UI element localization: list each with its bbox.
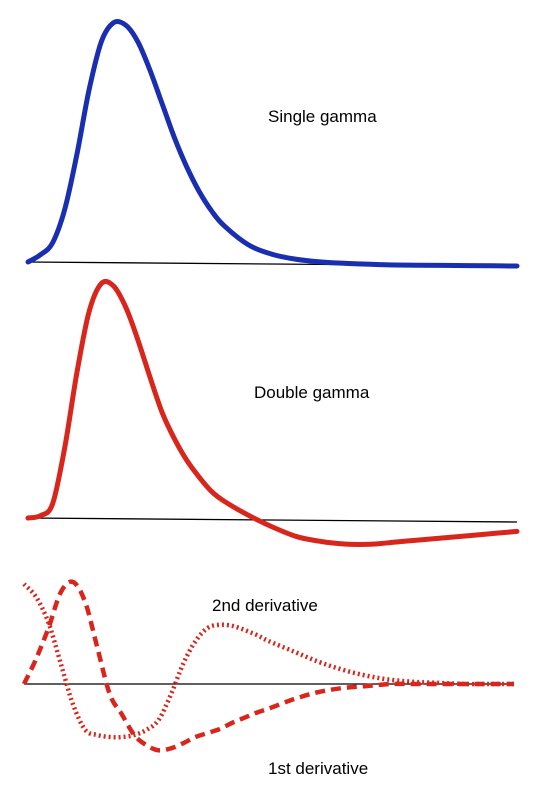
- panel-single-gamma: Single gamma: [25, 18, 520, 269]
- legend-label-2nd-derivative: 2nd derivative: [212, 596, 318, 615]
- legend-label-single-gamma: Single gamma: [268, 107, 377, 126]
- legend-label-1st-derivative: 1st derivative: [268, 759, 368, 778]
- series-line-2nd-derivative: [22, 582, 514, 740]
- series-line-double-gamma: [25, 278, 520, 548]
- baseline-double-gamma: [27, 517, 518, 523]
- series-line-single-gamma: [25, 18, 520, 269]
- panel-derivatives: 2nd derivative 1st derivative: [21, 579, 514, 778]
- legend-label-double-gamma: Double gamma: [254, 383, 370, 402]
- panel-double-gamma: Double gamma: [25, 278, 520, 548]
